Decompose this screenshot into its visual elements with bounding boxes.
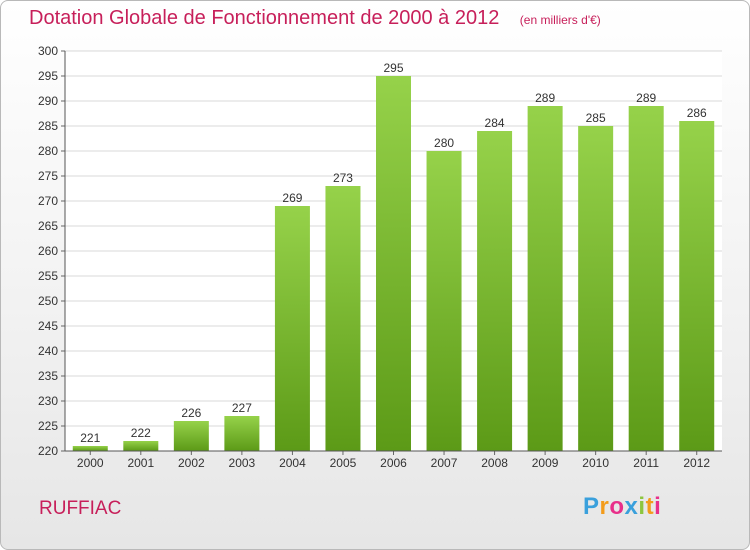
chart-title: Dotation Globale de Fonctionnement de 20… — [29, 7, 500, 29]
data-label-2009: 289 — [535, 91, 555, 105]
bar-2007 — [426, 151, 462, 451]
x-tick-label-2000: 2000 — [77, 456, 104, 470]
bar-2011 — [628, 106, 664, 451]
bar-2012 — [679, 121, 715, 451]
logo-letter: i — [638, 493, 646, 520]
x-tick-label-2001: 2001 — [127, 456, 154, 470]
x-tick-label-2010: 2010 — [582, 456, 609, 470]
x-tick-label-2009: 2009 — [532, 456, 559, 470]
data-label-2006: 295 — [383, 61, 403, 75]
x-tick-label-2004: 2004 — [279, 456, 306, 470]
bar-2010 — [578, 126, 614, 451]
bar-2000 — [72, 446, 108, 451]
x-tick-label-2012: 2012 — [683, 456, 710, 470]
y-tick-label: 300 — [38, 44, 58, 58]
y-tick-label: 260 — [38, 244, 58, 258]
y-tick-label: 220 — [38, 444, 58, 458]
chart-header: Dotation Globale de Fonctionnement de 20… — [29, 7, 601, 30]
y-tick-label: 290 — [38, 94, 58, 108]
data-label-2007: 280 — [434, 136, 454, 150]
y-tick-label: 285 — [38, 119, 58, 133]
logo-letter: x — [624, 493, 639, 520]
bar-2008 — [477, 131, 513, 451]
data-label-2003: 227 — [232, 401, 252, 415]
y-tick-label: 235 — [38, 369, 58, 383]
data-label-2004: 269 — [282, 191, 302, 205]
logo-letter: o — [609, 493, 625, 520]
data-label-2005: 273 — [333, 171, 353, 185]
x-tick-label-2002: 2002 — [178, 456, 205, 470]
y-tick-label: 240 — [38, 344, 58, 358]
logo-letter: t — [645, 493, 655, 520]
commune-name: RUFFIAC — [39, 498, 122, 519]
data-label-2000: 221 — [80, 431, 100, 445]
y-tick-label: 265 — [38, 219, 58, 233]
logo-letter: r — [599, 493, 610, 520]
bar-2009 — [527, 106, 563, 451]
y-tick-label: 280 — [38, 144, 58, 158]
bar-2002 — [173, 421, 209, 451]
y-tick-label: 275 — [38, 169, 58, 183]
x-tick-label-2008: 2008 — [481, 456, 508, 470]
bar-2003 — [224, 416, 260, 451]
x-tick-label-2005: 2005 — [330, 456, 357, 470]
bar-2005 — [325, 186, 361, 451]
chart-subtitle: (en milliers d'€) — [519, 13, 601, 27]
x-tick-label-2003: 2003 — [229, 456, 256, 470]
bar-2006 — [376, 76, 411, 451]
y-tick-label: 295 — [38, 69, 58, 83]
x-tick-label-2007: 2007 — [431, 456, 458, 470]
y-tick-label: 255 — [38, 269, 58, 283]
data-label-2010: 285 — [586, 111, 606, 125]
x-tick-label-2011: 2011 — [633, 456, 659, 470]
data-label-2008: 284 — [485, 116, 505, 130]
logo-letter: i — [654, 493, 662, 520]
y-tick-label: 245 — [38, 319, 58, 333]
data-label-2011: 289 — [636, 91, 656, 105]
y-tick-label: 250 — [38, 294, 58, 308]
data-label-2002: 226 — [181, 406, 201, 420]
y-tick-label: 230 — [38, 394, 58, 408]
bar-2004 — [274, 206, 310, 451]
x-tick-label-2006: 2006 — [380, 456, 407, 470]
data-label-2001: 222 — [131, 426, 151, 440]
proxiti-logo: Proxiti — [583, 493, 661, 521]
y-tick-label: 270 — [38, 194, 58, 208]
data-label-2012: 286 — [687, 106, 707, 120]
logo-letter: P — [583, 493, 600, 520]
bar-2001 — [123, 441, 159, 451]
y-tick-label: 225 — [38, 419, 58, 433]
